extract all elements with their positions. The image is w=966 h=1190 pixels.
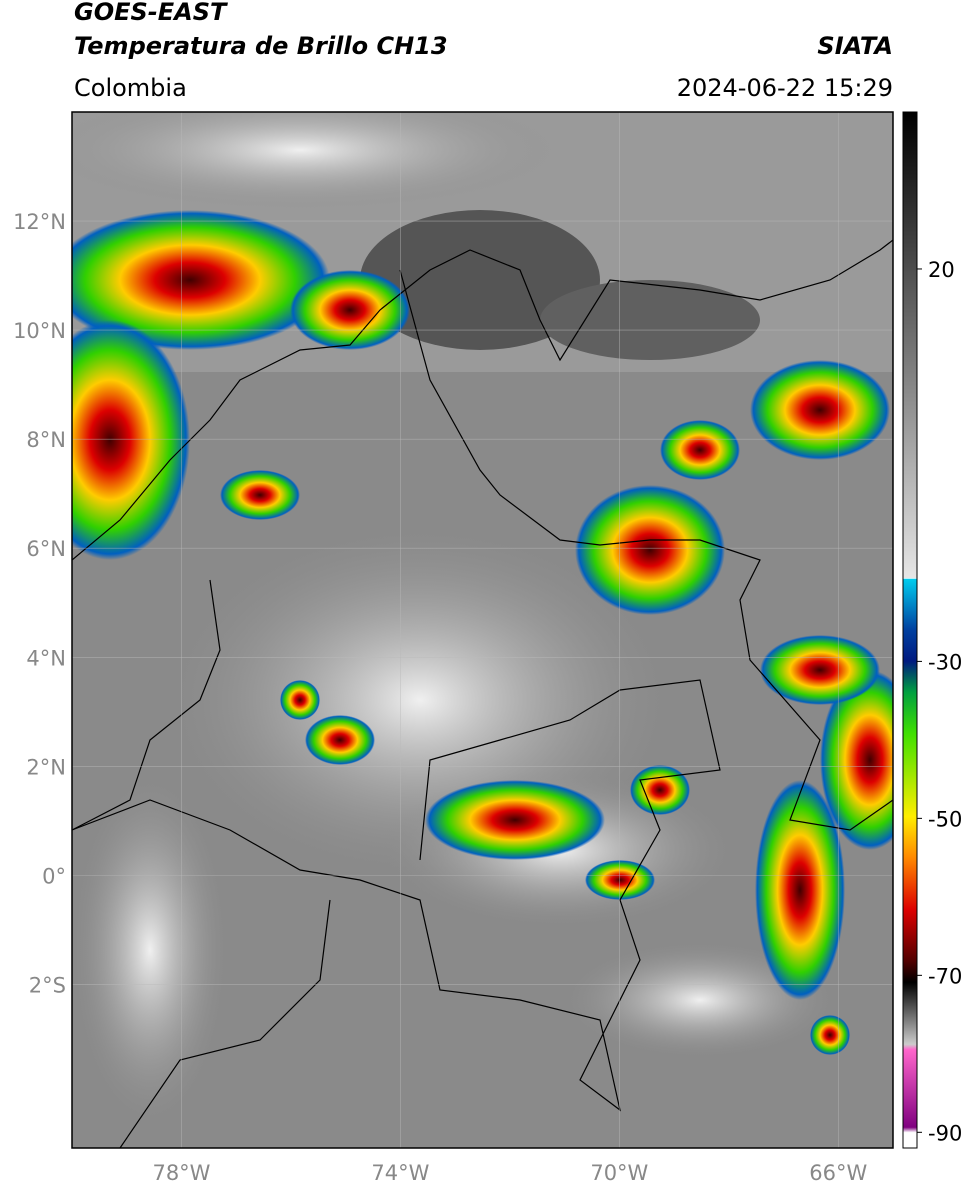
map-frame — [71, 111, 894, 1149]
lat-label: 2°N — [26, 755, 66, 779]
colorbar-label: 20 — [928, 258, 955, 282]
lon-label: 70°W — [590, 1161, 648, 1185]
lat-label: 12°N — [13, 210, 66, 234]
lon-label: 78°W — [152, 1161, 210, 1185]
subtitle: Temperatura de Brillo CH13 — [74, 32, 448, 60]
lat-label: 8°N — [26, 428, 66, 452]
colorbar — [902, 111, 918, 1149]
lat-label: 10°N — [13, 319, 66, 343]
source: SIATA — [817, 32, 893, 60]
region: Colombia — [74, 74, 187, 102]
lat-label: 4°N — [26, 646, 66, 670]
lon-label: 74°W — [371, 1161, 429, 1185]
lat-label: 2°S — [29, 973, 66, 997]
colorbar-label: -90 — [928, 1121, 962, 1145]
colorbar-label: -30 — [928, 650, 962, 674]
colorbar-label: -70 — [928, 964, 962, 988]
lon-label: 66°W — [809, 1161, 867, 1185]
title: GOES-EAST — [74, 0, 228, 26]
datetime: 2024-06-22 15:29 — [677, 74, 893, 102]
satellite-image — [72, 112, 893, 1148]
colorbar-label: -50 — [928, 807, 962, 831]
lat-label: 6°N — [26, 537, 66, 561]
lat-label: 0° — [42, 864, 66, 888]
